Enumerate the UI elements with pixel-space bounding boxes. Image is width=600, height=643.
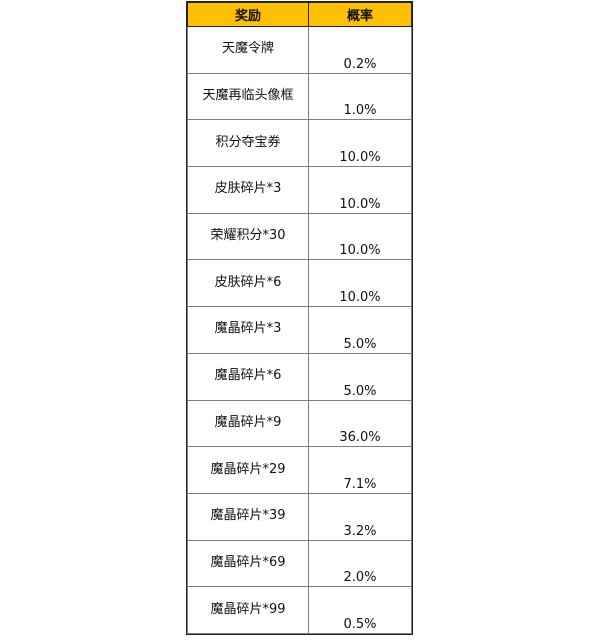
probability-cell: 0.2% <box>308 26 412 74</box>
probability-cell: 10.0% <box>308 212 412 261</box>
reward-probability-table: 奖励 概率 天魔令牌 0.2% 天魔再临头像框 1.0% 积分夺宝券 10.0% 皮肤碎片*… <box>186 1 413 635</box>
table-row: 皮肤碎片*6 10.0% <box>187 259 412 308</box>
probability-cell: 5.0% <box>308 306 412 354</box>
table-row: 魔晶碎片*9 36.0% <box>187 399 412 448</box>
header-probability: 概率 <box>308 2 412 27</box>
header-row: 奖励 概率 <box>187 2 412 27</box>
table-row: 魔晶碎片*6 5.0% <box>187 352 412 401</box>
reward-cell: 积分夺宝券 <box>187 119 309 168</box>
table-row: 魔晶碎片*3 5.0% <box>187 306 412 354</box>
reward-cell: 魔晶碎片*3 <box>187 306 309 354</box>
reward-cell: 天魔再临头像框 <box>187 72 309 121</box>
reward-cell: 魔晶碎片*99 <box>187 586 309 634</box>
probability-cell: 0.5% <box>308 586 412 634</box>
table-row: 魔晶碎片*99 0.5% <box>187 586 412 634</box>
probability-cell: 10.0% <box>308 259 412 308</box>
reward-cell: 荣耀积分*30 <box>187 212 309 261</box>
reward-cell: 皮肤碎片*3 <box>187 166 309 214</box>
table-row: 积分夺宝券 10.0% <box>187 119 412 168</box>
probability-cell: 10.0% <box>308 119 412 168</box>
reward-cell: 魔晶碎片*39 <box>187 492 309 541</box>
probability-cell: 1.0% <box>308 72 412 121</box>
probability-cell: 3.2% <box>308 492 412 541</box>
table-row: 天魔再临头像框 1.0% <box>187 72 412 121</box>
probability-cell: 36.0% <box>308 399 412 448</box>
header-reward: 奖励 <box>187 2 309 27</box>
reward-cell: 魔晶碎片*29 <box>187 446 309 494</box>
reward-cell: 天魔令牌 <box>187 26 309 74</box>
probability-cell: 2.0% <box>308 539 412 588</box>
table-row: 荣耀积分*30 10.0% <box>187 212 412 261</box>
table-row: 魔晶碎片*69 2.0% <box>187 539 412 588</box>
table-row: 天魔令牌 0.2% <box>187 26 412 74</box>
reward-cell: 魔晶碎片*69 <box>187 539 309 588</box>
table-row: 魔晶碎片*29 7.1% <box>187 446 412 494</box>
reward-cell: 魔晶碎片*9 <box>187 399 309 448</box>
table-row: 皮肤碎片*3 10.0% <box>187 166 412 214</box>
reward-cell: 皮肤碎片*6 <box>187 259 309 308</box>
reward-cell: 魔晶碎片*6 <box>187 352 309 401</box>
probability-cell: 5.0% <box>308 352 412 401</box>
table-row: 魔晶碎片*39 3.2% <box>187 492 412 541</box>
probability-cell: 10.0% <box>308 166 412 214</box>
probability-cell: 7.1% <box>308 446 412 494</box>
